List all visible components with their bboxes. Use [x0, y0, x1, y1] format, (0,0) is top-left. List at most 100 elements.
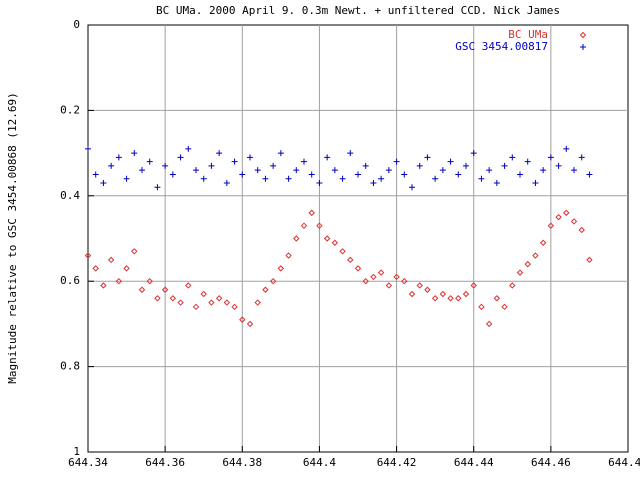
data-point	[447, 295, 454, 302]
data-point	[455, 171, 462, 178]
data-point	[578, 226, 585, 234]
data-point	[316, 222, 323, 229]
data-point	[239, 316, 246, 323]
data-point	[200, 175, 207, 182]
data-point	[100, 282, 107, 289]
y-tick-label: 1	[73, 445, 80, 458]
data-point	[409, 184, 415, 191]
chart-title: BC UMa. 2000 April 9. 0.3m Newt. + unfil…	[156, 4, 560, 17]
data-point	[539, 239, 547, 246]
data-point	[416, 162, 423, 169]
data-point	[509, 154, 516, 161]
data-point	[92, 265, 99, 272]
data-point	[370, 179, 377, 186]
data-point	[439, 290, 447, 298]
data-point	[355, 171, 361, 178]
data-point	[524, 260, 531, 268]
data-point	[92, 171, 99, 178]
x-tick-label: 644.42	[377, 456, 417, 469]
data-point	[424, 286, 431, 293]
data-point	[555, 213, 562, 221]
data-point	[161, 286, 169, 293]
data-point	[185, 145, 192, 152]
data-point	[385, 282, 393, 289]
data-point	[571, 167, 577, 174]
data-point	[100, 179, 107, 186]
data-point	[347, 150, 354, 157]
data-point	[455, 295, 462, 302]
data-point	[138, 286, 146, 293]
data-point	[393, 158, 400, 165]
data-point	[115, 277, 123, 285]
y-tick-label: 0.4	[60, 189, 80, 202]
data-point	[300, 222, 308, 229]
data-point	[377, 269, 385, 276]
data-point	[192, 303, 200, 311]
data-point	[85, 145, 91, 152]
data-point	[247, 154, 253, 161]
data-point	[385, 167, 392, 174]
data-point	[323, 235, 331, 242]
x-tick-label: 644.36	[145, 456, 185, 469]
data-point	[331, 167, 338, 174]
data-point	[223, 299, 231, 306]
data-point	[146, 277, 153, 285]
data-point	[447, 158, 454, 165]
data-point	[193, 167, 199, 174]
data-point	[524, 158, 531, 165]
data-point	[262, 286, 269, 293]
data-point	[362, 162, 369, 169]
data-point	[293, 167, 300, 174]
data-point	[401, 277, 408, 285]
data-point	[570, 218, 578, 225]
data-point	[378, 175, 385, 182]
data-point	[131, 150, 138, 157]
data-point	[215, 295, 223, 302]
data-point	[231, 158, 238, 165]
data-point	[339, 175, 346, 182]
data-point	[269, 277, 277, 285]
data-point	[162, 162, 169, 169]
data-point	[432, 175, 439, 182]
data-point	[154, 295, 161, 302]
y-tick-label: 0.8	[60, 360, 80, 373]
data-point	[586, 171, 593, 178]
data-point	[563, 145, 570, 152]
data-point	[362, 277, 369, 285]
data-point	[177, 299, 184, 306]
data-point	[586, 256, 593, 264]
data-point	[223, 179, 230, 186]
data-point	[208, 299, 215, 306]
data-point	[439, 167, 446, 174]
data-point	[331, 239, 339, 246]
plot-frame	[87, 24, 629, 453]
data-point	[478, 175, 485, 182]
data-point	[501, 303, 508, 311]
data-point	[547, 154, 554, 161]
y-axis-label: Magnitude relative to GSC 3454.00868 (12…	[6, 92, 19, 383]
data-point	[285, 175, 292, 182]
data-point	[478, 303, 485, 311]
data-point	[540, 167, 547, 174]
x-tick-label: 644.48	[608, 456, 640, 469]
x-tick-label: 644.4	[303, 456, 336, 469]
data-point	[555, 162, 562, 169]
y-tick-label: 0.2	[60, 103, 80, 116]
data-point	[563, 209, 570, 217]
data-point	[285, 252, 292, 259]
data-point	[277, 150, 284, 157]
data-point	[139, 167, 145, 174]
data-point	[131, 248, 138, 255]
data-point	[146, 158, 153, 165]
legend-label: GSC 3454.00817	[455, 40, 548, 53]
data-point	[347, 256, 354, 264]
data-point	[509, 282, 516, 289]
legend-marker	[579, 31, 587, 39]
data-point	[216, 150, 223, 157]
data-point	[277, 265, 285, 272]
data-point	[308, 171, 315, 178]
data-point	[239, 171, 246, 178]
data-point	[370, 273, 377, 281]
data-point	[254, 167, 261, 174]
x-tick-label: 644.44	[454, 456, 494, 469]
